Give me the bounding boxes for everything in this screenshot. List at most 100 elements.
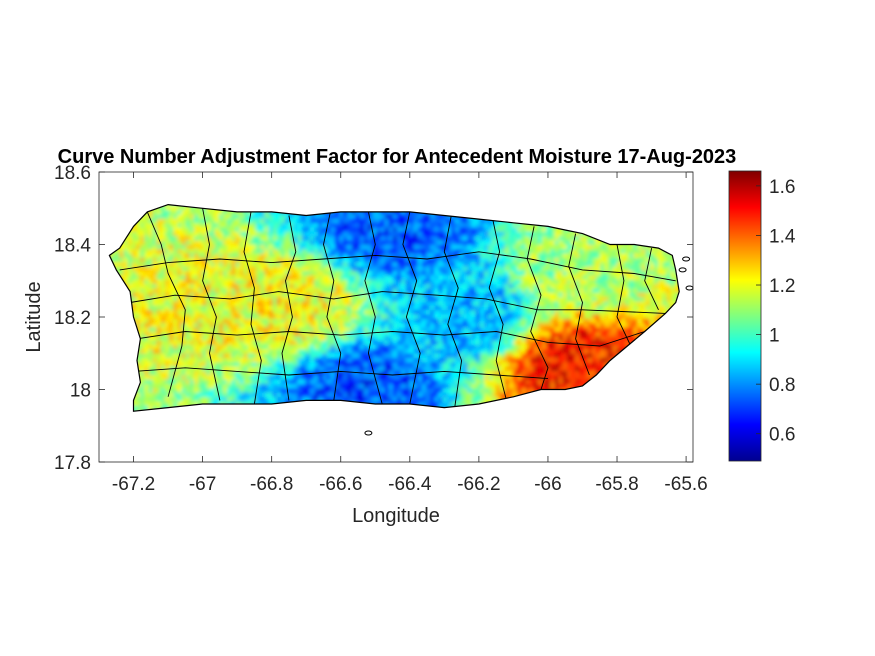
heatmap-cell [305, 222, 311, 228]
heatmap-cell [334, 331, 340, 337]
heatmap-cell [388, 283, 394, 289]
heatmap-cell [198, 235, 203, 241]
heatmap-cell [293, 244, 299, 250]
heatmap-cell [297, 335, 303, 341]
heatmap-cell [343, 305, 348, 311]
heatmap-cell [401, 378, 406, 384]
heatmap-cell [239, 261, 245, 267]
heatmap-cell [173, 352, 179, 358]
heatmap-cell [231, 287, 237, 293]
heatmap-cell [243, 339, 249, 345]
heatmap-cell [231, 322, 237, 328]
heatmap-cell [484, 392, 489, 398]
heatmap-cell [198, 357, 203, 363]
heatmap-cell [438, 383, 444, 389]
heatmap-cell [330, 387, 336, 393]
heatmap-cell [471, 339, 477, 345]
heatmap-cell [193, 313, 199, 319]
heatmap-cell [189, 239, 195, 245]
heatmap-cell [156, 274, 162, 280]
heatmap-cell [169, 213, 174, 219]
heatmap-cell [318, 335, 324, 341]
heatmap-cell [206, 383, 212, 389]
heatmap-cell [343, 392, 348, 398]
heatmap-cell [455, 331, 460, 337]
heatmap-cell [401, 213, 406, 219]
heatmap-cell [227, 305, 232, 311]
heatmap-cell [305, 218, 311, 224]
heatmap-cell [376, 278, 382, 284]
heatmap-cell [198, 387, 203, 393]
heatmap-cell [430, 252, 435, 258]
heatmap-cell [256, 339, 261, 345]
heatmap-cell [268, 322, 274, 328]
heatmap-cell [384, 361, 390, 367]
heatmap-cell [409, 357, 415, 363]
heatmap-cell [260, 296, 266, 302]
heatmap-cell [260, 213, 266, 219]
heatmap-cell [181, 213, 187, 219]
heatmap-cell [339, 370, 344, 376]
heatmap-cell [438, 287, 444, 293]
heatmap-cell [463, 222, 469, 228]
heatmap-cell [169, 370, 174, 376]
heatmap-cell [177, 291, 183, 297]
heatmap-cell [376, 313, 382, 319]
heatmap-layer [109, 204, 680, 412]
heatmap-cell [363, 361, 369, 367]
heatmap-cell [392, 274, 398, 280]
heatmap-cell [260, 318, 266, 324]
heatmap-cell [181, 291, 187, 297]
heatmap-cell [260, 383, 266, 389]
heatmap-cell [455, 248, 460, 254]
heatmap-cell [206, 326, 212, 332]
heatmap-cell [144, 326, 150, 332]
heatmap-cell [343, 274, 348, 280]
heatmap-cell [247, 344, 253, 350]
heatmap-cell [372, 296, 377, 302]
heatmap-cell [417, 387, 423, 393]
heatmap-cell [135, 270, 141, 276]
heatmap-cell [334, 239, 340, 245]
heatmap-cell [144, 352, 150, 358]
heatmap-cell [442, 226, 448, 232]
heatmap-cell [297, 231, 303, 237]
heatmap-cell [397, 222, 402, 228]
heatmap-cell [276, 348, 282, 354]
heatmap-cell [322, 322, 328, 328]
heatmap-cell [251, 387, 257, 393]
heatmap-cell [471, 265, 477, 271]
heatmap-cell [256, 357, 261, 363]
heatmap-cell [210, 218, 216, 224]
heatmap-cell [231, 283, 237, 289]
heatmap-cell [426, 383, 431, 389]
heatmap-cell [301, 374, 307, 380]
heatmap-cell [169, 318, 174, 324]
heatmap-cell [409, 400, 415, 406]
heatmap-cell [218, 218, 224, 224]
heatmap-cell [388, 265, 394, 271]
heatmap-cell [413, 257, 419, 263]
heatmap-cell [206, 261, 212, 267]
heatmap-cell [450, 400, 456, 406]
heatmap-cell [218, 222, 224, 228]
heatmap-cell [206, 300, 212, 306]
heatmap-cell [264, 239, 270, 245]
heatmap-cell [115, 265, 121, 271]
heatmap-cell [297, 252, 303, 258]
heatmap-cell [442, 309, 448, 315]
heatmap-cell [426, 213, 431, 219]
heatmap-cell [189, 278, 195, 284]
heatmap-cell [426, 278, 431, 284]
heatmap-cell [222, 248, 228, 254]
heatmap-cell [450, 274, 456, 280]
heatmap-cell [152, 309, 158, 315]
heatmap-cell [152, 235, 158, 241]
heatmap-cell [318, 348, 324, 354]
heatmap-cell [455, 265, 460, 271]
heatmap-cell [289, 387, 295, 393]
heatmap-cell [310, 370, 315, 376]
heatmap-cell [289, 326, 295, 332]
heatmap-cell [484, 361, 489, 367]
heatmap-cell [140, 252, 145, 258]
